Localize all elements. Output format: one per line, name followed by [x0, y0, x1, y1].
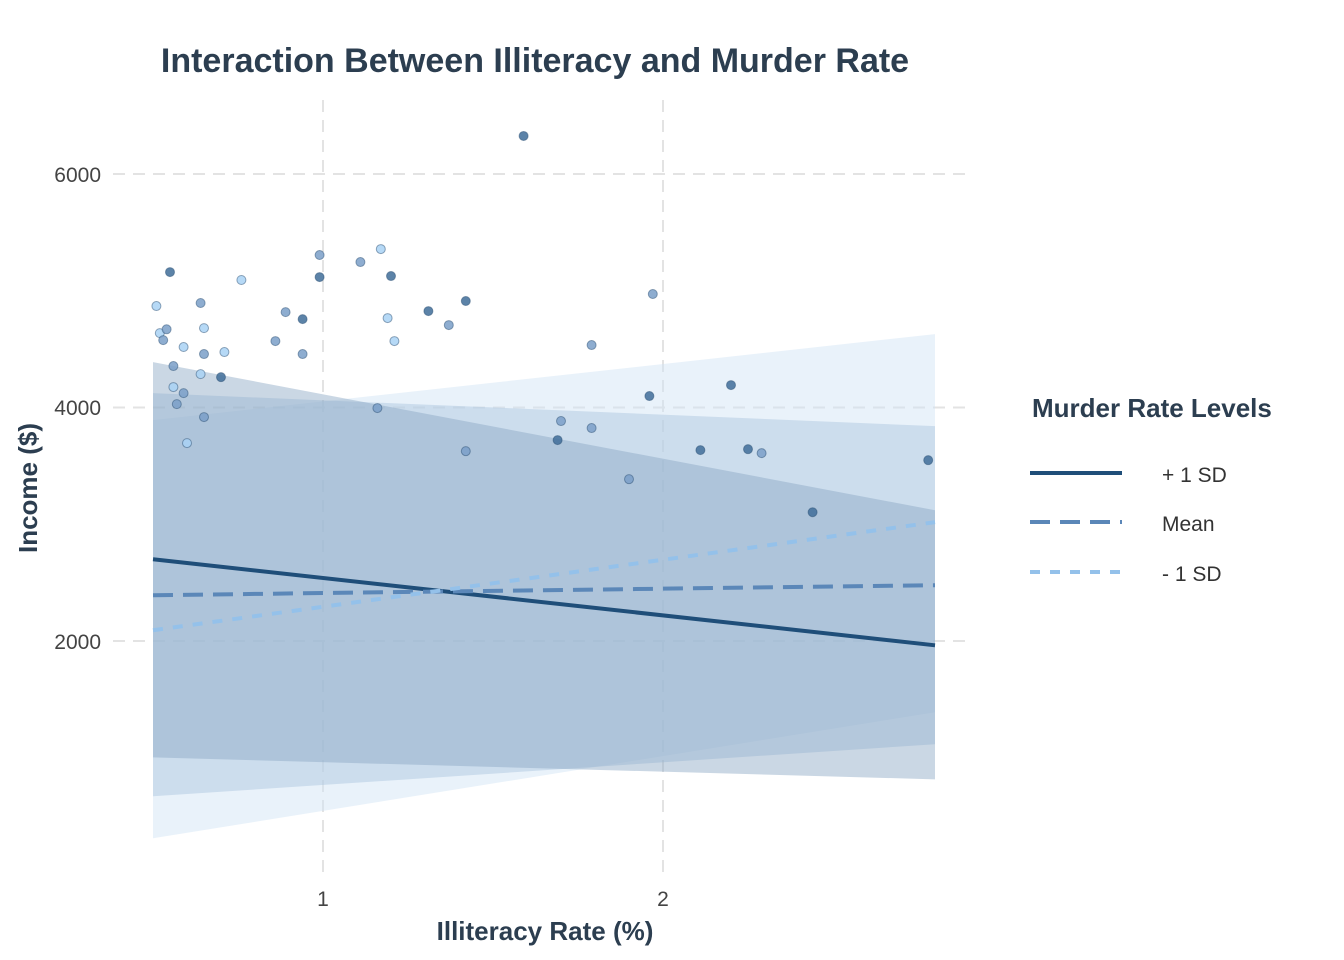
legend-title: Murder Rate Levels — [1032, 393, 1272, 423]
data-point — [375, 244, 386, 255]
data-point — [556, 416, 566, 427]
y-tick-label: 6000 — [54, 164, 101, 187]
legend-label: + 1 SD — [1162, 464, 1227, 487]
data-point — [923, 455, 934, 466]
tick-labels: 6000 4000 2000 1 2 — [54, 164, 669, 911]
data-point — [355, 257, 366, 268]
y-axis-title: Income ($) — [13, 423, 43, 553]
data-point — [460, 446, 471, 457]
x-tick-label: 1 — [317, 888, 329, 911]
data-point — [270, 336, 281, 347]
data-point — [460, 296, 471, 307]
data-point — [624, 474, 634, 485]
legend-label: Mean — [1162, 513, 1215, 536]
data-point — [216, 372, 226, 383]
data-point — [297, 349, 308, 360]
data-point — [386, 271, 396, 282]
trend-line — [152, 583, 936, 598]
data-point — [178, 388, 189, 399]
grid — [113, 100, 970, 880]
scatter-points — [151, 130, 934, 518]
data-point — [443, 320, 454, 331]
data-point — [280, 307, 291, 318]
data-point — [389, 336, 400, 347]
data-point — [314, 250, 325, 261]
legend: Murder Rate Levels + 1 SD Mean - 1 SD — [1030, 393, 1272, 586]
data-point — [158, 335, 169, 346]
data-point — [314, 272, 325, 283]
x-axis-title: Illiteracy Rate (%) — [437, 916, 654, 946]
data-point — [178, 342, 189, 353]
trend-line — [152, 557, 936, 648]
data-point — [199, 412, 209, 423]
x-tick-label: 2 — [657, 888, 669, 911]
data-point — [372, 403, 383, 414]
data-point — [161, 324, 172, 335]
confidence-ribbon — [153, 334, 935, 839]
data-point — [195, 369, 206, 380]
data-point — [647, 289, 658, 300]
data-point — [518, 130, 529, 141]
data-point — [382, 313, 393, 324]
data-point — [168, 361, 179, 372]
data-point — [552, 435, 563, 446]
data-point — [199, 323, 209, 334]
data-point — [195, 298, 206, 309]
data-point — [644, 391, 655, 402]
data-point — [726, 380, 736, 391]
confidence-ribbon — [153, 362, 935, 780]
confidence-ribbon — [153, 393, 935, 797]
data-point — [199, 349, 209, 360]
data-point — [297, 314, 308, 325]
data-point — [182, 438, 192, 449]
data-point — [586, 340, 597, 351]
data-point — [219, 347, 230, 358]
chart-title: Interaction Between Illiteracy and Murde… — [161, 42, 909, 80]
trend-lines — [152, 520, 936, 648]
y-tick-label: 4000 — [54, 397, 101, 420]
legend-label: - 1 SD — [1162, 563, 1222, 586]
data-point — [586, 423, 597, 434]
data-point — [423, 306, 434, 317]
y-tick-label: 2000 — [54, 631, 101, 654]
data-point — [171, 399, 182, 410]
data-point — [168, 382, 179, 393]
data-point — [151, 301, 162, 312]
data-point — [165, 267, 175, 278]
confidence-ribbons — [153, 334, 935, 839]
data-point — [807, 507, 818, 518]
data-point — [236, 275, 247, 286]
data-point — [695, 445, 706, 456]
data-point — [743, 444, 753, 455]
data-point — [756, 448, 767, 459]
